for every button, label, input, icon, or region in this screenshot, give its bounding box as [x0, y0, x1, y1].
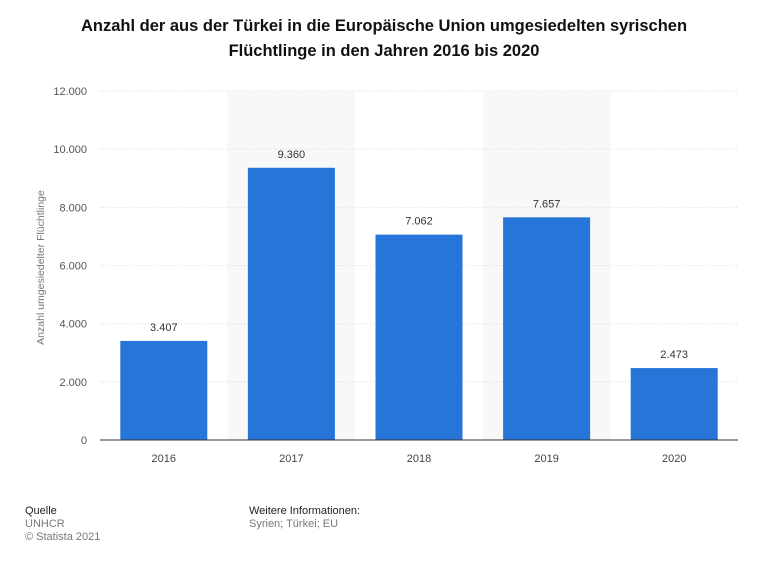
- y-tick-label: 2.000: [59, 377, 87, 389]
- bar: [503, 217, 591, 440]
- info-heading: Weitere Informationen:: [249, 505, 361, 517]
- source-block: Quelle UNHCR © Statista 2021: [25, 505, 100, 544]
- source-name: UNHCR: [25, 518, 65, 530]
- bar: [375, 234, 463, 440]
- x-tick-label: 2020: [662, 453, 686, 465]
- value-label: 9.360: [278, 149, 306, 161]
- y-tick-label: 12.000: [53, 86, 87, 98]
- value-label: 2.473: [660, 349, 688, 361]
- info-block: Weitere Informationen: Syrien; Türkei; E…: [249, 505, 360, 531]
- info-text: Syrien; Türkei; EU: [249, 518, 339, 530]
- y-tick-label: 8.000: [59, 202, 87, 214]
- value-label: 7.062: [405, 216, 433, 228]
- y-axis-label: Anzahl umgesiedelter Flüchtlinge: [35, 190, 47, 345]
- x-tick-label: 2018: [407, 453, 431, 465]
- copyright: © Statista 2021: [25, 531, 101, 543]
- bar: [247, 167, 335, 440]
- y-tick-label: 4.000: [59, 319, 87, 331]
- y-tick-label: 10.000: [53, 144, 87, 156]
- bar: [630, 368, 718, 440]
- chart-title: Anzahl der aus der Türkei in die Europäi…: [80, 17, 688, 60]
- source-heading: Quelle: [25, 505, 57, 517]
- x-tick-label: 2019: [534, 453, 558, 465]
- bar-chart: 0 2.000 4.000 6.000 8.000 10.000 12.000 3.407 9…: [35, 86, 738, 465]
- x-axis-ticks: 2016 2017 2018 2019 2020: [152, 453, 687, 465]
- y-axis-ticks: 0 2.000 4.000 6.000 8.000 10.000 12.000: [53, 86, 87, 447]
- x-tick-label: 2017: [279, 453, 303, 465]
- y-tick-label: 0: [81, 435, 87, 447]
- x-tick-label: 2016: [152, 453, 176, 465]
- bar: [120, 340, 208, 440]
- bars: [120, 167, 718, 440]
- value-labels: 3.407 9.360 7.062 7.657 2.473: [150, 149, 688, 361]
- y-tick-label: 6.000: [59, 261, 87, 273]
- value-label: 7.657: [533, 198, 561, 210]
- value-label: 3.407: [150, 322, 178, 334]
